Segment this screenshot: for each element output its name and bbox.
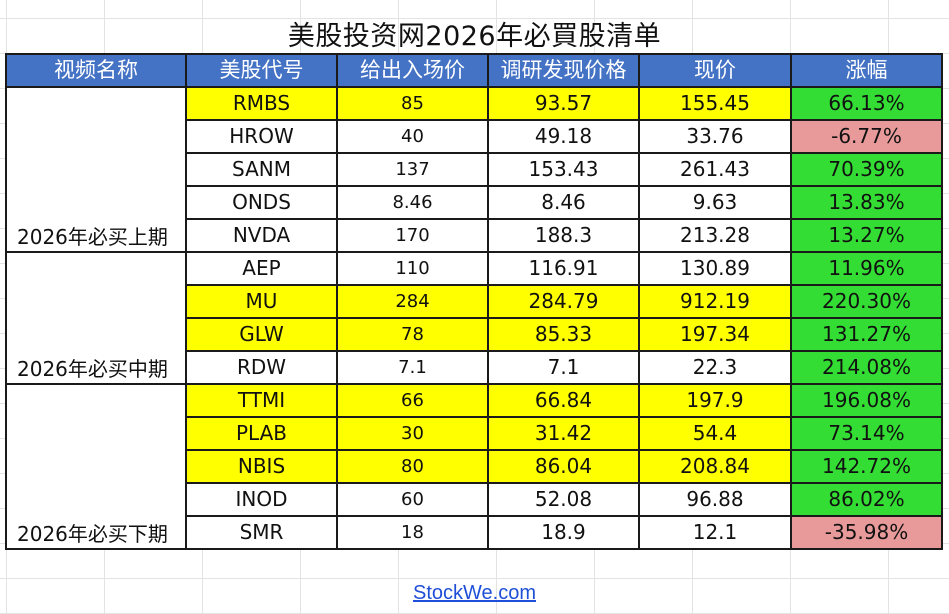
header-video-name: 视频名称 bbox=[5, 53, 187, 88]
table-row: NBIS 80 86.04 208.84 142.72% bbox=[6, 449, 943, 484]
research-price-cell: 116.91 bbox=[487, 251, 640, 286]
research-price-cell: 284.79 bbox=[487, 284, 640, 319]
entry-price-cell: 8.46 bbox=[336, 185, 489, 220]
table-row: SMR 18 18.9 12.1 -35.98% bbox=[6, 515, 943, 550]
current-price-cell: 54.4 bbox=[638, 416, 792, 451]
ticker-cell: INOD bbox=[185, 482, 338, 517]
table-row: SANM 137 153.43 261.43 70.39% bbox=[6, 152, 943, 187]
entry-price-cell: 137 bbox=[336, 152, 489, 187]
change-cell: 86.02% bbox=[790, 482, 943, 517]
change-cell: -6.77% bbox=[790, 119, 943, 154]
change-cell: 220.30% bbox=[790, 284, 943, 319]
entry-price-cell: 85 bbox=[336, 86, 489, 121]
current-price-cell: 208.84 bbox=[638, 449, 792, 484]
entry-price-cell: 18 bbox=[336, 515, 489, 550]
research-price-cell: 86.04 bbox=[487, 449, 640, 484]
period-label: 2026年必买上期 bbox=[5, 86, 187, 253]
table-row: MU 284 284.79 912.19 220.30% bbox=[6, 284, 943, 319]
research-price-cell: 52.08 bbox=[487, 482, 640, 517]
current-price-cell: 9.63 bbox=[638, 185, 792, 220]
table-row: RDW 7.1 7.1 22.3 214.08% bbox=[6, 350, 943, 385]
table-row: 2026年必买下期 TTMI 66 66.84 197.9 196.08% bbox=[5, 383, 943, 550]
table-row: 2026年必买中期 AEP 110 116.91 130.89 11.96% bbox=[5, 251, 943, 385]
ticker-cell: TTMI bbox=[185, 383, 338, 418]
table-row: HROW 40 49.18 33.76 -6.77% bbox=[6, 119, 943, 154]
ticker-cell: HROW bbox=[185, 119, 338, 154]
header-row: 视频名称 美股代号 给出入场价 调研发现价格 现价 涨幅 bbox=[5, 53, 943, 88]
research-price-cell: 49.18 bbox=[487, 119, 640, 154]
table-row: GLW 78 85.33 197.34 131.27% bbox=[6, 317, 943, 352]
change-cell: 196.08% bbox=[790, 383, 943, 418]
entry-price-cell: 284 bbox=[336, 284, 489, 319]
current-price-cell: 130.89 bbox=[638, 251, 792, 286]
research-price-cell: 93.57 bbox=[487, 86, 640, 121]
entry-price-cell: 80 bbox=[336, 449, 489, 484]
entry-price-cell: 40 bbox=[336, 119, 489, 154]
change-cell: 13.83% bbox=[790, 185, 943, 220]
change-cell: -35.98% bbox=[790, 515, 943, 550]
research-price-cell: 31.42 bbox=[487, 416, 640, 451]
research-price-cell: 66.84 bbox=[487, 383, 640, 418]
footer: StockWe.com bbox=[0, 582, 949, 605]
research-price-cell: 8.46 bbox=[487, 185, 640, 220]
stock-table: 视频名称 美股代号 给出入场价 调研发现价格 现价 涨幅 2026年必买上期 RM… bbox=[5, 53, 943, 550]
current-price-cell: 12.1 bbox=[638, 515, 792, 550]
header-entry-price: 给出入场价 bbox=[336, 53, 489, 88]
table-body: 2026年必买上期 RMBS 85 93.57 155.45 66.13% HROW 40 49… bbox=[5, 86, 943, 550]
ticker-cell: GLW bbox=[185, 317, 338, 352]
current-price-cell: 96.88 bbox=[638, 482, 792, 517]
current-price-cell: 213.28 bbox=[638, 218, 792, 253]
change-cell: 11.96% bbox=[790, 251, 943, 286]
entry-price-cell: 110 bbox=[336, 251, 489, 286]
page-title: 美股投资网2026年必買股清单 bbox=[287, 21, 662, 52]
ticker-cell: SANM bbox=[185, 152, 338, 187]
research-price-cell: 188.3 bbox=[487, 218, 640, 253]
header-ticker: 美股代号 bbox=[185, 53, 338, 88]
current-price-cell: 261.43 bbox=[638, 152, 792, 187]
ticker-cell: NBIS bbox=[185, 449, 338, 484]
research-price-cell: 153.43 bbox=[487, 152, 640, 187]
change-cell: 131.27% bbox=[790, 317, 943, 352]
entry-price-cell: 60 bbox=[336, 482, 489, 517]
ticker-cell: AEP bbox=[185, 251, 338, 286]
research-price-cell: 85.33 bbox=[487, 317, 640, 352]
current-price-cell: 197.34 bbox=[638, 317, 792, 352]
footer-link[interactable]: StockWe.com bbox=[413, 582, 536, 604]
table-row: INOD 60 52.08 96.88 86.02% bbox=[6, 482, 943, 517]
table-row: NVDA 170 188.3 213.28 13.27% bbox=[6, 218, 943, 253]
research-price-cell: 7.1 bbox=[487, 350, 640, 385]
ticker-cell: NVDA bbox=[185, 218, 338, 253]
table-row: PLAB 30 31.42 54.4 73.14% bbox=[6, 416, 943, 451]
ticker-cell: PLAB bbox=[185, 416, 338, 451]
table-row: 2026年必买上期 RMBS 85 93.57 155.45 66.13% bbox=[5, 86, 943, 253]
ticker-cell: RDW bbox=[185, 350, 338, 385]
ticker-cell: SMR bbox=[185, 515, 338, 550]
entry-price-cell: 78 bbox=[336, 317, 489, 352]
entry-price-cell: 7.1 bbox=[336, 350, 489, 385]
change-cell: 142.72% bbox=[790, 449, 943, 484]
entry-price-cell: 30 bbox=[336, 416, 489, 451]
ticker-cell: MU bbox=[185, 284, 338, 319]
current-price-cell: 197.9 bbox=[638, 383, 792, 418]
change-cell: 214.08% bbox=[790, 350, 943, 385]
change-cell: 73.14% bbox=[790, 416, 943, 451]
ticker-cell: RMBS bbox=[185, 86, 338, 121]
header-change: 涨幅 bbox=[790, 53, 943, 88]
period-label: 2026年必买下期 bbox=[5, 383, 187, 550]
current-price-cell: 33.76 bbox=[638, 119, 792, 154]
header-current-price: 现价 bbox=[638, 53, 792, 88]
header-research-price: 调研发现价格 bbox=[487, 53, 640, 88]
current-price-cell: 22.3 bbox=[638, 350, 792, 385]
table-row: ONDS 8.46 8.46 9.63 13.83% bbox=[6, 185, 943, 220]
period-label: 2026年必买中期 bbox=[5, 251, 187, 385]
ticker-cell: ONDS bbox=[185, 185, 338, 220]
current-price-cell: 155.45 bbox=[638, 86, 792, 121]
change-cell: 66.13% bbox=[790, 86, 943, 121]
current-price-cell: 912.19 bbox=[638, 284, 792, 319]
change-cell: 13.27% bbox=[790, 218, 943, 253]
research-price-cell: 18.9 bbox=[487, 515, 640, 550]
entry-price-cell: 66 bbox=[336, 383, 489, 418]
change-cell: 70.39% bbox=[790, 152, 943, 187]
entry-price-cell: 170 bbox=[336, 218, 489, 253]
